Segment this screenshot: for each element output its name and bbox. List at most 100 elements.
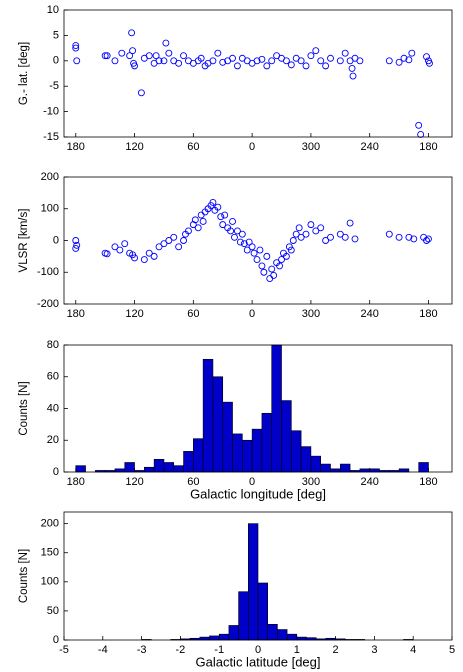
- bar: [251, 428, 263, 473]
- bar: [153, 458, 165, 473]
- marker: [263, 62, 271, 70]
- y-tick-label: 0: [53, 234, 59, 246]
- y-tick-label: 50: [47, 605, 59, 617]
- marker: [227, 227, 235, 235]
- y-tick-label: 0: [53, 55, 59, 67]
- x-tick-label: 2: [333, 644, 339, 656]
- bar: [202, 358, 214, 473]
- y-tick-label: -200: [37, 298, 59, 310]
- marker: [197, 211, 205, 219]
- marker: [145, 249, 153, 257]
- marker: [276, 262, 284, 270]
- y-tick-label: 80: [47, 339, 59, 351]
- bar: [212, 376, 224, 473]
- x-tick-label: 0: [249, 141, 255, 153]
- bar: [222, 401, 233, 473]
- bar: [369, 468, 380, 473]
- marker: [150, 252, 158, 260]
- x-tick-label: 240: [361, 308, 379, 320]
- marker: [165, 237, 173, 244]
- x-tick-label: 1: [294, 644, 300, 656]
- marker: [292, 230, 300, 238]
- marker: [219, 221, 227, 229]
- marker: [180, 237, 187, 244]
- marker: [282, 252, 290, 260]
- marker: [199, 217, 207, 225]
- marker: [417, 131, 425, 138]
- marker: [282, 57, 290, 65]
- marker: [385, 230, 393, 238]
- marker: [312, 227, 320, 235]
- x-axis-label: Galactic latitude [deg]: [195, 654, 320, 669]
- marker: [155, 57, 163, 65]
- x-tick-label: 0: [249, 476, 255, 488]
- marker: [131, 254, 138, 262]
- y-tick-label: 200: [41, 171, 59, 183]
- bar: [193, 438, 204, 473]
- marker: [191, 216, 199, 224]
- marker: [194, 224, 202, 232]
- marker: [327, 233, 334, 241]
- bar: [183, 451, 194, 473]
- marker: [72, 42, 80, 50]
- marker: [289, 237, 297, 244]
- marker: [72, 244, 80, 252]
- bar: [340, 463, 351, 473]
- y-tick-label: 5: [53, 29, 59, 41]
- marker: [162, 39, 170, 47]
- marker: [214, 203, 222, 211]
- marker: [307, 52, 315, 60]
- x-tick-label: 120: [125, 141, 143, 153]
- y-axis-label: Counts [N]: [18, 381, 30, 435]
- marker: [214, 49, 222, 57]
- x-tick-label: -1: [214, 644, 224, 656]
- marker: [155, 243, 163, 251]
- marker: [266, 275, 274, 283]
- bar: [242, 439, 253, 473]
- marker: [233, 62, 241, 70]
- marker: [111, 57, 119, 65]
- marker: [425, 235, 432, 243]
- marker: [219, 58, 227, 66]
- bar: [359, 468, 370, 473]
- marker: [263, 252, 271, 260]
- y-axis-label: VLSR [km/s]: [18, 209, 30, 273]
- marker: [287, 61, 295, 69]
- bar: [232, 433, 243, 473]
- marker: [410, 235, 418, 243]
- marker: [160, 240, 168, 248]
- y-tick-label: 150: [41, 547, 59, 559]
- marker: [103, 250, 111, 258]
- marker: [395, 58, 403, 66]
- marker: [260, 268, 268, 276]
- y-tick-label: -10: [43, 106, 59, 118]
- marker: [346, 219, 354, 227]
- bar: [238, 591, 249, 641]
- marker: [233, 227, 241, 235]
- bar: [114, 468, 126, 473]
- x-tick-label: -2: [176, 644, 186, 656]
- x-tick-label: 0: [255, 644, 261, 656]
- x-tick-label: 60: [187, 308, 199, 320]
- marker: [236, 238, 244, 246]
- bar: [320, 463, 331, 473]
- bar: [218, 633, 230, 641]
- marker: [129, 47, 137, 55]
- marker: [348, 64, 356, 72]
- marker: [356, 57, 364, 65]
- y-tick-label: 20: [47, 434, 59, 446]
- marker: [395, 233, 403, 241]
- marker: [101, 52, 109, 60]
- marker: [336, 230, 344, 238]
- x-tick-label: 300: [302, 476, 320, 488]
- x-tick-label: 5: [449, 644, 455, 656]
- marker: [152, 52, 160, 60]
- marker: [229, 217, 236, 225]
- bar: [418, 462, 429, 473]
- marker: [238, 230, 246, 238]
- marker: [140, 256, 148, 263]
- y-tick-label: 100: [41, 203, 59, 215]
- marker: [72, 44, 80, 52]
- bar: [277, 629, 288, 641]
- marker: [327, 54, 334, 62]
